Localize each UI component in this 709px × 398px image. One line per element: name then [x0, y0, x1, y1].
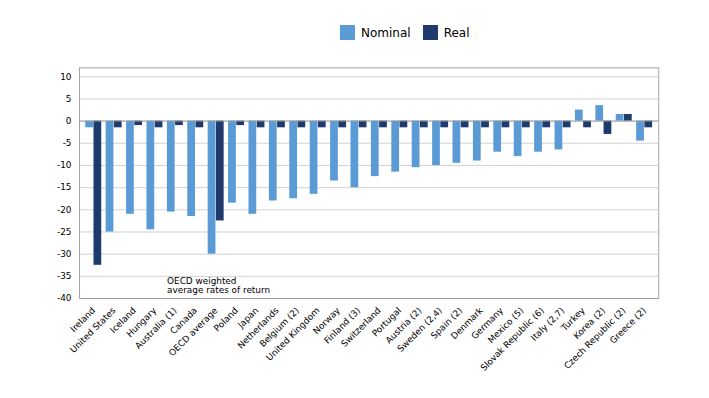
svg-text:-10: -10	[57, 160, 72, 170]
svg-text:0: 0	[66, 116, 72, 126]
svg-text:-25: -25	[57, 227, 71, 237]
svg-text:Hungary: Hungary	[124, 305, 159, 340]
svg-text:Italy (2,7): Italy (2,7)	[528, 305, 567, 343]
svg-text:Japan: Japan	[235, 305, 261, 330]
svg-text:Canada: Canada	[168, 305, 200, 337]
svg-text:Denmark: Denmark	[448, 305, 485, 342]
svg-text:5: 5	[66, 94, 72, 104]
svg-text:Portugal: Portugal	[370, 305, 404, 339]
svg-text:-30: -30	[57, 249, 72, 259]
svg-text:Finland (3): Finland (3)	[322, 305, 363, 346]
svg-text:-5: -5	[63, 138, 72, 148]
svg-text:Austria (2): Austria (2)	[383, 305, 424, 346]
html-text:Real: Real	[443, 25, 470, 40]
svg-text:Ireland: Ireland	[68, 305, 98, 335]
svg-text:Norway: Norway	[311, 305, 342, 337]
svg-text:Korea (2): Korea (2)	[571, 305, 608, 342]
svg-text:Australia (1): Australia (1)	[133, 305, 179, 351]
svg-text:Greece (2): Greece (2)	[608, 305, 648, 345]
svg-text:Sweden (2,4): Sweden (2,4)	[395, 305, 444, 354]
svg-text:Poland: Poland	[212, 305, 240, 333]
svg-text:Turkey: Turkey	[559, 305, 587, 333]
svg-text:OECD weightedaverage rates of: OECD weightedaverage rates of return	[167, 276, 270, 295]
svg-text:Switzerland: Switzerland	[339, 305, 383, 349]
svg-text:Germany: Germany	[469, 305, 506, 342]
svg-text:-15: -15	[57, 182, 71, 192]
svg-text:-20: -20	[57, 205, 72, 215]
svg-text:-40: -40	[57, 293, 72, 303]
svg-text:Iceland: Iceland	[108, 305, 138, 336]
svg-text:Mexico (5): Mexico (5)	[485, 305, 526, 346]
svg-text:-35: -35	[57, 271, 71, 281]
svg-text:Belgium (2): Belgium (2)	[257, 305, 302, 349]
html-text:Nominal: Nominal	[361, 25, 411, 40]
svg-text:OECD average: OECD average	[167, 305, 220, 358]
svg-text:Slovak Republic (6): Slovak Republic (6)	[478, 305, 546, 373]
svg-text:10: 10	[60, 72, 72, 82]
svg-text:United States: United States	[68, 305, 118, 355]
svg-text:Czech Republic (2): Czech Republic (2)	[562, 305, 628, 371]
svg-text:Netherlands: Netherlands	[235, 305, 281, 351]
svg-text:Spain (2): Spain (2)	[428, 305, 465, 341]
svg-text:United Kingdom: United Kingdom	[264, 305, 321, 362]
